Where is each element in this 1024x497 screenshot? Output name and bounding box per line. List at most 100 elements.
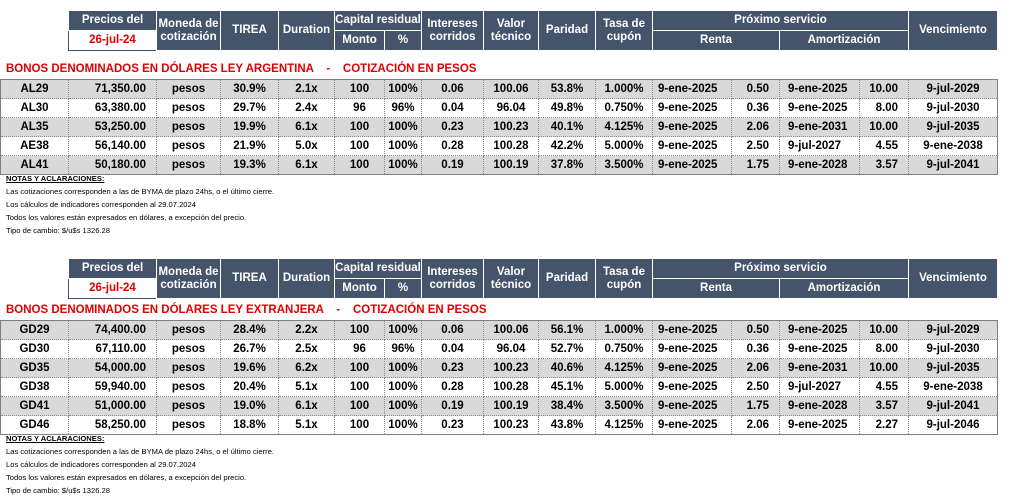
cell-moneda: pesos: [156, 396, 221, 416]
table-row: AL41 50,180.00 pesos 19.3% 6.1x 100 100% 0.19 10…: [0, 155, 998, 175]
cell-tasa: 3.500%: [595, 396, 653, 416]
cell-valor: 100.23: [483, 117, 539, 137]
cell-amort-monto: 8.00: [859, 339, 909, 359]
notes: NOTAS Y ACLARACIONES: Las cotizaciones c…: [6, 432, 274, 497]
header-table: Precios del Moneda de cotización TIREA Du…: [68, 258, 998, 299]
table-row: AL30 63,380.00 pesos 29.7% 2.4x 96 96% 0.04 96.0…: [0, 98, 998, 118]
bond-table: GD29 74,400.00 pesos 28.4% 2.2x 100 100% 0.06 10…: [0, 320, 998, 435]
cell-monto: 100: [334, 79, 385, 99]
cell-ticker: AL41: [0, 155, 69, 175]
cell-tasa: 1.000%: [595, 320, 653, 340]
note-line: Todos los valores están expresados en dó…: [6, 473, 247, 482]
cell-amort-fecha: 9-ene-2025: [779, 320, 860, 340]
cell-tirea: 28.4%: [220, 320, 279, 340]
cell-ticker: GD38: [0, 377, 69, 397]
cell-tasa: 0.750%: [595, 339, 653, 359]
cell-renta-fecha: 9-ene-2025: [652, 136, 732, 156]
cell-tasa: 0.750%: [595, 98, 653, 118]
cell-valor: 100.06: [483, 79, 539, 99]
cell-paridad: 38.4%: [538, 396, 596, 416]
cell-amort-fecha: 9-ene-2031: [779, 358, 860, 378]
header-paridad: Paridad: [538, 10, 596, 51]
note-line: Todos los valores están expresados en dó…: [6, 213, 247, 222]
cell-precio: 74,400.00: [68, 320, 157, 340]
cell-moneda: pesos: [156, 79, 221, 99]
cell-renta-fecha: 9-ene-2025: [652, 79, 732, 99]
cell-valor: 100.19: [483, 155, 539, 175]
section-title: BONOS DENOMINADOS EN DÓLARES LEY ARGENTI…: [6, 63, 477, 75]
cell-renta-fecha: 9-ene-2025: [652, 320, 732, 340]
cell-pct: 100%: [384, 136, 422, 156]
cell-vencimiento: 9-jul-2046: [908, 415, 998, 435]
header-proximo-servicio: Próximo servicio: [652, 258, 909, 279]
cell-pct: 96%: [384, 339, 422, 359]
cell-amort-monto: 10.00: [859, 320, 909, 340]
cell-ticker: AL30: [0, 98, 69, 118]
header-pct: %: [384, 278, 422, 299]
cell-renta-fecha: 9-ene-2025: [652, 358, 732, 378]
cell-renta-fecha: 9-ene-2025: [652, 98, 732, 118]
cell-precio: 56,140.00: [68, 136, 157, 156]
cell-amort-monto: 4.55: [859, 136, 909, 156]
cell-moneda: pesos: [156, 136, 221, 156]
header-valor: Valor técnico: [483, 258, 539, 299]
cell-intereses: 0.06: [421, 79, 484, 99]
header-precios-del: Precios del: [68, 10, 157, 31]
cell-duration: 2.5x: [278, 339, 335, 359]
cell-precio: 59,940.00: [68, 377, 157, 397]
cell-moneda: pesos: [156, 377, 221, 397]
cell-amort-fecha: 9-ene-2028: [779, 155, 860, 175]
cell-vencimiento: 9-ene-2038: [908, 377, 998, 397]
header-intereses: Intereses corridos: [421, 10, 484, 51]
cell-paridad: 45.1%: [538, 377, 596, 397]
cell-monto: 96: [334, 339, 385, 359]
cell-vencimiento: 9-jul-2030: [908, 339, 998, 359]
cell-renta-fecha: 9-ene-2025: [652, 117, 732, 137]
cell-moneda: pesos: [156, 415, 221, 435]
cell-tasa: 4.125%: [595, 117, 653, 137]
cell-valor: 100.28: [483, 377, 539, 397]
cell-amort-fecha: 9-ene-2028: [779, 396, 860, 416]
cell-amort-fecha: 9-ene-2025: [779, 339, 860, 359]
note-line: Tipo de cambio: $/u$s 1326.28: [6, 226, 110, 235]
cell-monto: 100: [334, 358, 385, 378]
cell-ticker: AL35: [0, 117, 69, 137]
cell-tasa: 5.000%: [595, 377, 653, 397]
cell-amort-fecha: 9-jul-2027: [779, 136, 860, 156]
header-tirea: TIREA: [220, 10, 279, 51]
cell-valor: 100.06: [483, 320, 539, 340]
cell-amort-monto: 2.27: [859, 415, 909, 435]
cell-amort-fecha: 9-ene-2025: [779, 98, 860, 118]
cell-valor: 96.04: [483, 339, 539, 359]
cell-renta-fecha: 9-ene-2025: [652, 155, 732, 175]
cell-intereses: 0.23: [421, 117, 484, 137]
cell-precio: 50,180.00: [68, 155, 157, 175]
cell-intereses: 0.19: [421, 155, 484, 175]
header-renta: Renta: [652, 278, 780, 299]
cell-renta-monto: 0.36: [731, 98, 780, 118]
cell-monto: 100: [334, 377, 385, 397]
cell-precio: 53,250.00: [68, 117, 157, 137]
cell-renta-monto: 2.50: [731, 136, 780, 156]
cell-amort-fecha: 9-jul-2027: [779, 377, 860, 397]
header-tasa: Tasa de cupón: [595, 258, 653, 299]
header-precios-del: Precios del: [68, 258, 157, 279]
table-row: GD38 59,940.00 pesos 20.4% 5.1x 100 100% 0.28 10…: [0, 377, 998, 397]
cell-amort-monto: 3.57: [859, 396, 909, 416]
cell-precio: 58,250.00: [68, 415, 157, 435]
header-amortizacion: Amortización: [779, 278, 909, 299]
cell-paridad: 52.7%: [538, 339, 596, 359]
cell-renta-monto: 2.50: [731, 377, 780, 397]
header-vencimiento: Vencimiento: [908, 10, 998, 51]
cell-paridad: 40.6%: [538, 358, 596, 378]
table-row: GD41 51,000.00 pesos 19.0% 6.1x 100 100% 0.19 10…: [0, 396, 998, 416]
cell-intereses: 0.23: [421, 358, 484, 378]
header-capital-residual: Capital residual: [334, 10, 422, 31]
cell-tasa: 3.500%: [595, 155, 653, 175]
header-capital-residual: Capital residual: [334, 258, 422, 279]
notes: NOTAS Y ACLARACIONES: Las cotizaciones c…: [6, 172, 274, 237]
table-row: GD30 67,110.00 pesos 26.7% 2.5x 96 96% 0.04 96.0…: [0, 339, 998, 359]
cell-paridad: 42.2%: [538, 136, 596, 156]
cell-moneda: pesos: [156, 117, 221, 137]
cell-precio: 71,350.00: [68, 79, 157, 99]
